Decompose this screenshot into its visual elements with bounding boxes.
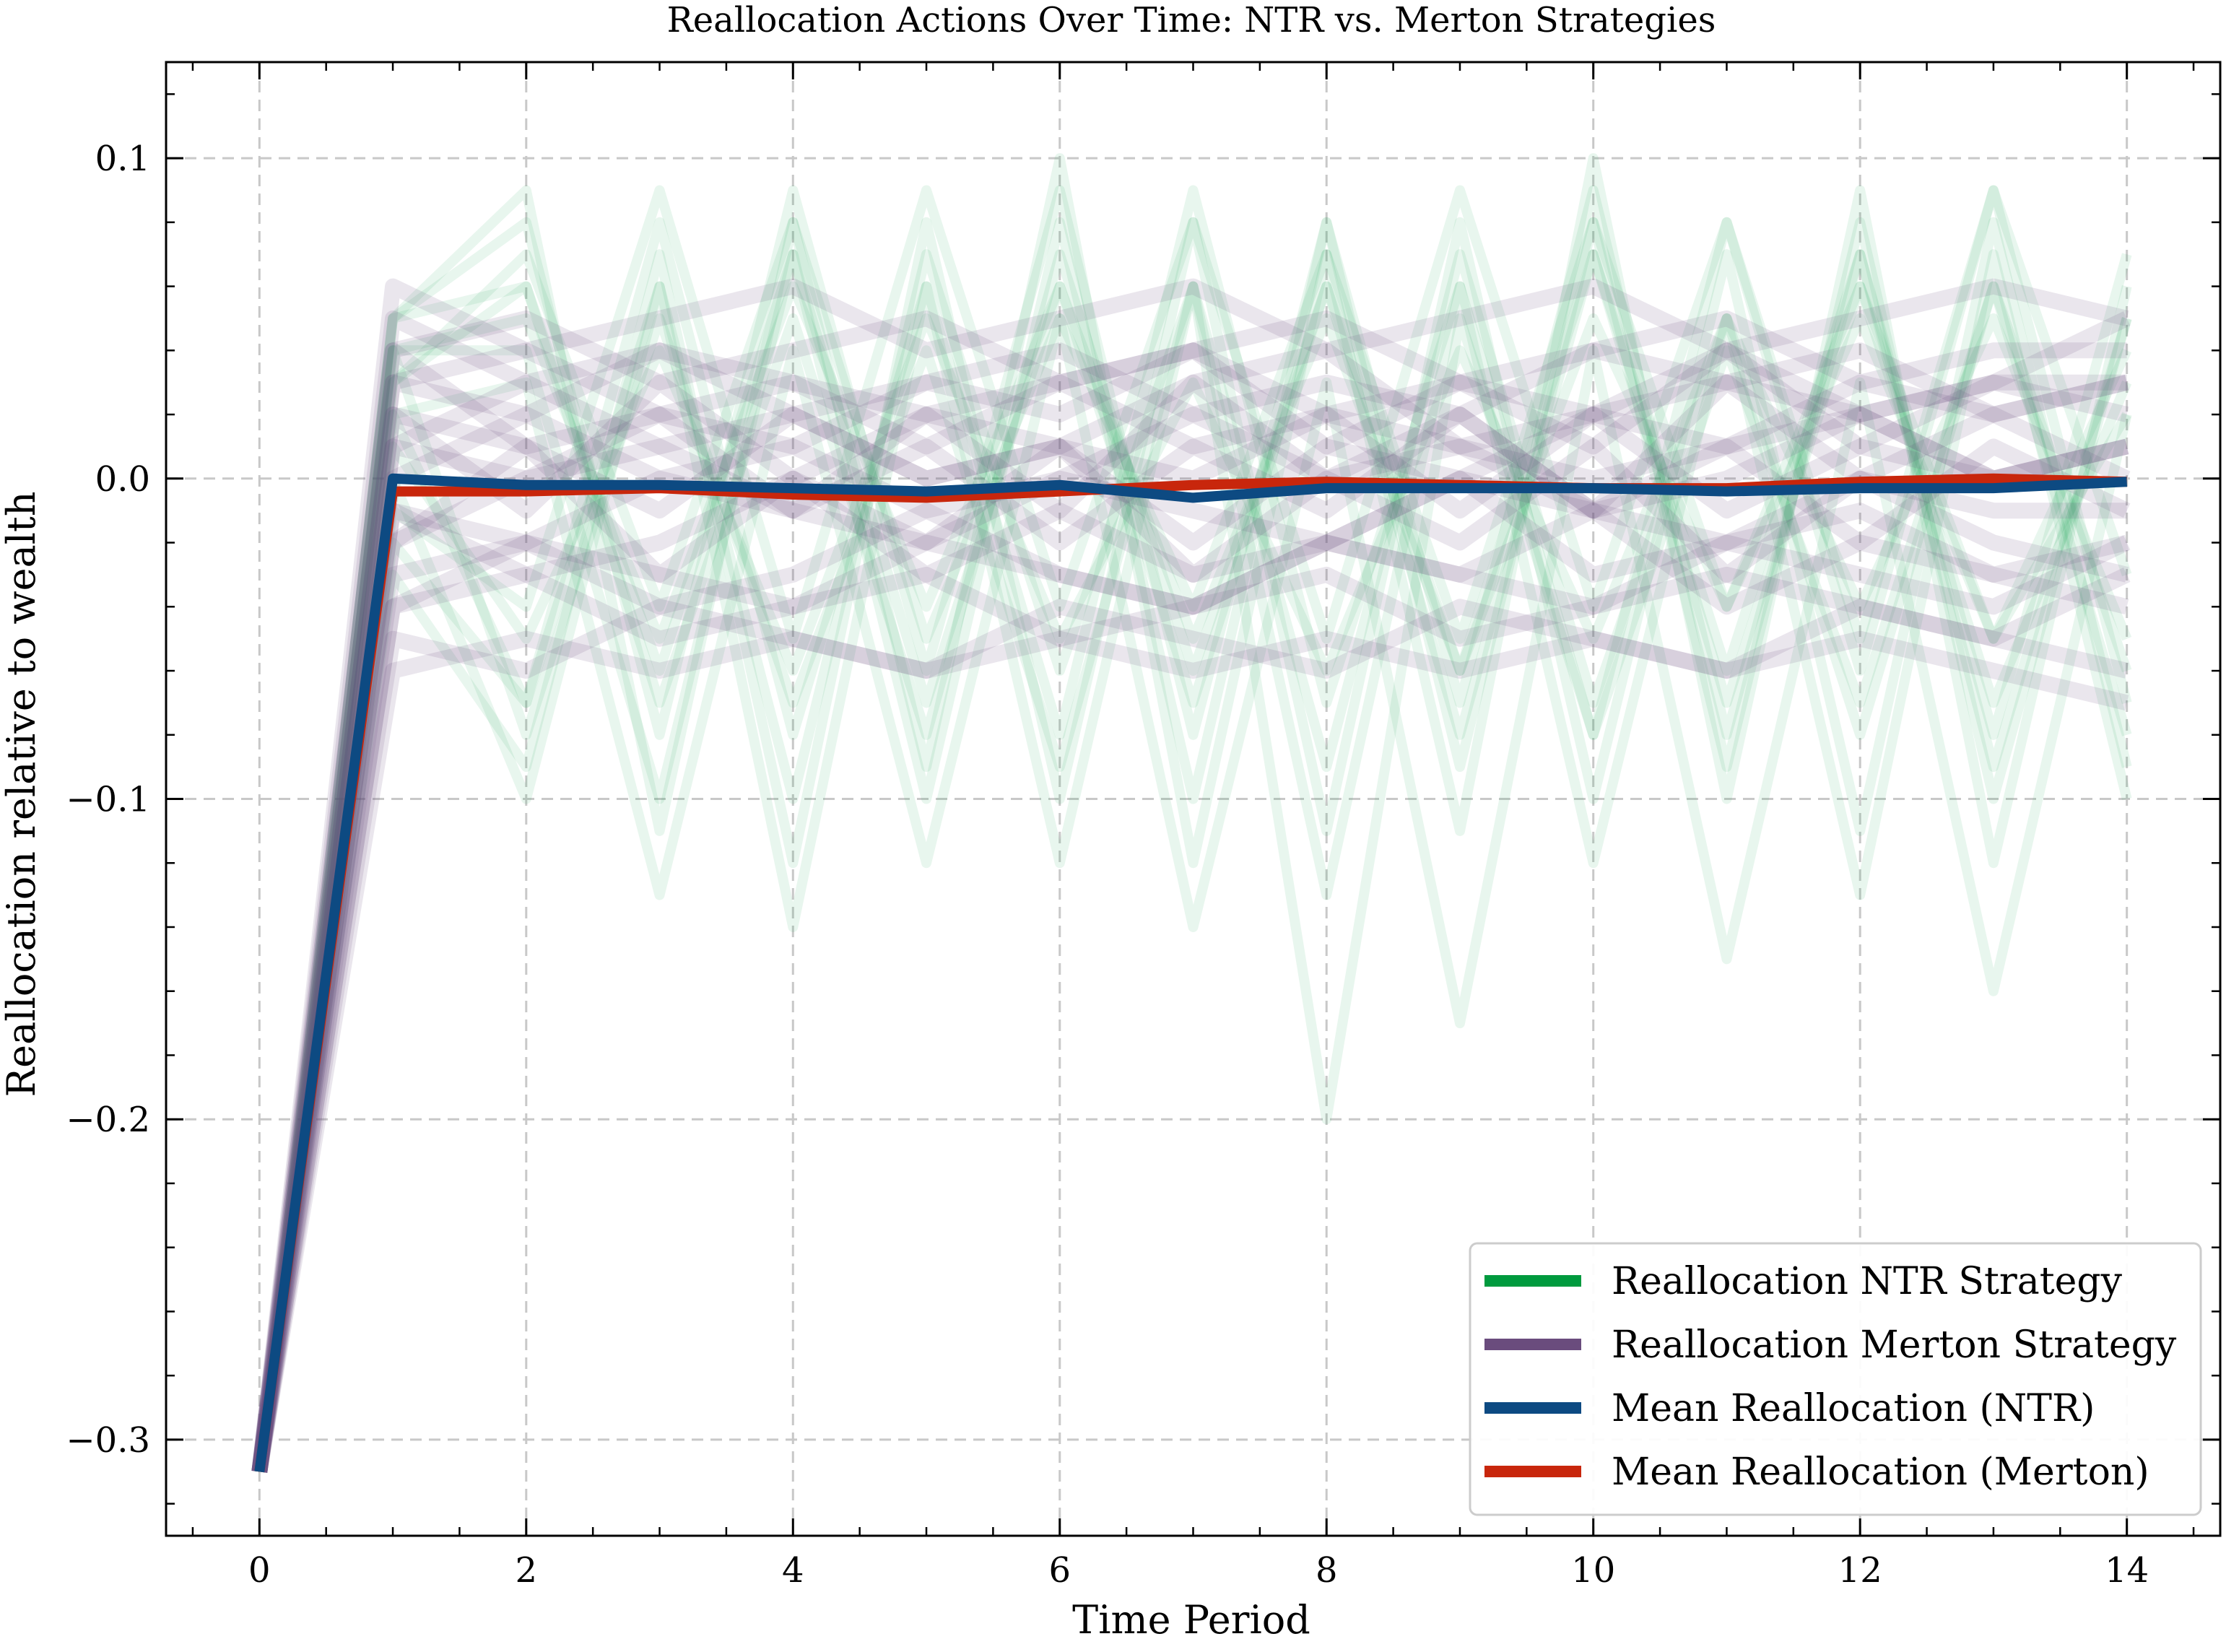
- x-tick-label: 14: [2105, 1550, 2149, 1591]
- mean-ntr-line: [254, 473, 2128, 1473]
- y-tick-label: −0.3: [66, 1420, 150, 1461]
- ntr-path: [254, 281, 2132, 1473]
- ntr-path: [254, 185, 2132, 1473]
- merton-path: [251, 599, 2129, 1474]
- y-axis-label: Reallocation relative to wealth: [0, 491, 44, 1097]
- y-tick-label: −0.1: [66, 780, 150, 820]
- ntr-path: [254, 313, 2132, 1473]
- legend-label: Mean Reallocation (NTR): [1612, 1387, 2095, 1430]
- x-tick-label: 10: [1571, 1550, 1615, 1591]
- ntr-path: [254, 249, 2132, 1473]
- merton-path: [251, 503, 2129, 1473]
- mean-lines: [254, 473, 2128, 1473]
- merton-path: [251, 374, 2129, 1473]
- merton-path: [251, 310, 2127, 1473]
- x-tick-label: 0: [248, 1550, 271, 1591]
- merton-path: [251, 278, 2129, 1473]
- ntr-path: [254, 185, 2132, 1473]
- x-tick-label: 12: [1838, 1550, 1882, 1591]
- merton-path: [251, 566, 2131, 1473]
- merton-path: [251, 534, 2131, 1473]
- y-tick-label: 0.0: [95, 459, 150, 500]
- legend-label: Mean Reallocation (Merton): [1612, 1451, 2149, 1494]
- merton-paths: [251, 278, 2131, 1474]
- x-axis-label: Time Period: [1072, 1597, 1310, 1643]
- legend: Reallocation NTR Strategy Reallocation Me…: [1469, 1242, 2202, 1516]
- merton-path: [251, 470, 2127, 1473]
- merton-path: [251, 407, 2129, 1473]
- mean-merton-line: [254, 473, 2127, 1473]
- merton-path: [251, 374, 2131, 1473]
- merton-path: [251, 407, 2129, 1473]
- y-tick-label: 0.1: [95, 139, 150, 179]
- ntr-path: [254, 153, 2132, 1473]
- x-tick-label: 2: [516, 1550, 538, 1591]
- axes: 0 2 4 6 8 10 12 14 −0.3 −0.2 −0.1 0.0 0.1: [66, 61, 2222, 1591]
- merton-path: [251, 342, 2129, 1473]
- chart-title: Reallocation Actions Over Time: NTR vs. …: [667, 0, 1716, 40]
- merton-path: [251, 342, 2129, 1473]
- x-tick-label: 4: [782, 1550, 804, 1591]
- ntr-path: [254, 217, 2132, 1473]
- legend-label: Reallocation Merton Strategy: [1612, 1323, 2177, 1367]
- ntr-path: [254, 185, 2132, 1473]
- merton-path: [251, 407, 2131, 1473]
- ntr-path: [254, 249, 2132, 1473]
- ntr-path: [254, 249, 2132, 1473]
- legend-box: [1469, 1242, 2202, 1516]
- labels: Reallocation Actions Over Time: NTR vs. …: [0, 0, 1716, 1643]
- merton-path: [251, 310, 2127, 1473]
- merton-path: [251, 407, 2129, 1473]
- ntr-paths: [254, 153, 2132, 1473]
- legend-label: Reallocation NTR Strategy: [1612, 1260, 2123, 1303]
- ntr-path: [254, 313, 2132, 1473]
- merton-path: [251, 470, 2129, 1473]
- ntr-path: [254, 217, 2132, 1473]
- x-tick-label: 8: [1316, 1550, 1338, 1591]
- ntr-path: [254, 217, 2131, 1473]
- x-tick-label: 6: [1048, 1550, 1071, 1591]
- ntr-path: [254, 281, 2132, 1473]
- y-tick-label: −0.2: [66, 1100, 150, 1140]
- merton-path: [251, 630, 2129, 1474]
- merton-path: [251, 311, 2131, 1473]
- ntr-path: [254, 249, 2132, 1473]
